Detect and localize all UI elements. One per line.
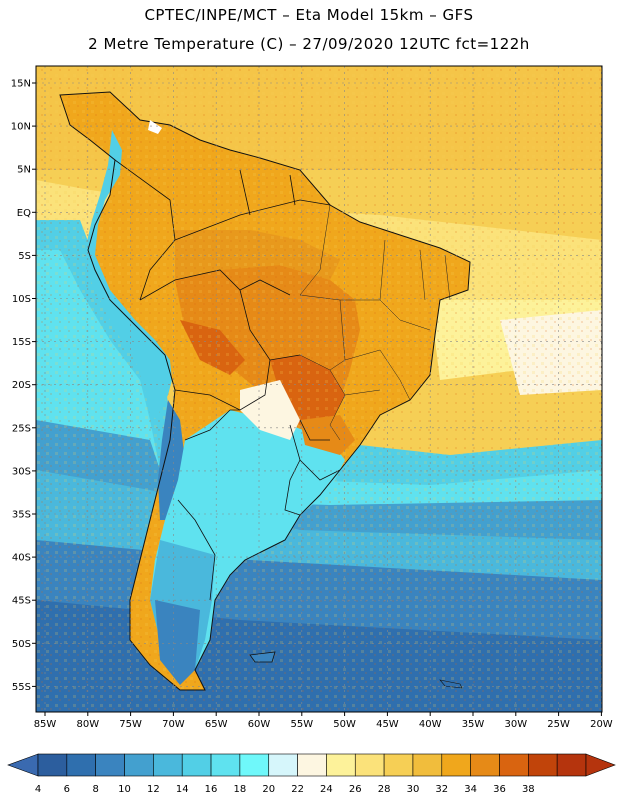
colorbar-swatch xyxy=(354,753,385,777)
colorbar-tick-label: 30 xyxy=(407,784,420,795)
colorbar-swatch xyxy=(181,753,212,777)
colorbar-tick-label: 4 xyxy=(35,784,41,795)
lat-label: 10N xyxy=(11,122,31,133)
lon-label: 70W xyxy=(162,719,185,730)
state-borders xyxy=(299,204,451,441)
colorbar-tick-label: 26 xyxy=(349,784,362,795)
lat-label: 35S xyxy=(12,510,31,521)
colorbar-tick-label: 20 xyxy=(262,784,275,795)
colorbar-swatch xyxy=(528,753,558,777)
south-georgia xyxy=(439,679,463,689)
lon-label: 40W xyxy=(419,719,442,730)
lon-label: 55W xyxy=(290,719,313,730)
lon-label: 35W xyxy=(462,719,485,730)
southern-patagonia xyxy=(155,600,200,685)
lon-label: 30W xyxy=(504,719,527,730)
lat-label: 20S xyxy=(12,380,31,391)
lon-label: 25W xyxy=(547,719,570,730)
colorbar-swatch xyxy=(66,753,96,777)
plot-frame xyxy=(35,65,603,713)
lon-label: 85W xyxy=(34,719,57,730)
country-borders xyxy=(114,159,341,601)
colorbar-swatch xyxy=(210,753,241,777)
colorbar-tick-label: 22 xyxy=(291,784,304,795)
lon-label: 80W xyxy=(76,719,99,730)
colorbar-swatch xyxy=(95,753,125,777)
colorbar-tick-label: 24 xyxy=(320,784,333,795)
parana-warm xyxy=(300,415,355,455)
colorbar-tick-label: 14 xyxy=(176,784,189,795)
colorbar-tick-label: 28 xyxy=(378,784,391,795)
lon-label: 60W xyxy=(248,719,271,730)
temperature-field xyxy=(36,66,602,712)
longitude-axis: 85W 80W 75W 70W 65W 60W 55W 50W 45W 40W 35W 30W 25W 2… xyxy=(34,712,613,730)
lat-label: 30S xyxy=(12,466,31,477)
lon-label: 20W xyxy=(590,719,613,730)
lat-label: 5S xyxy=(18,251,31,262)
lat-label: 25S xyxy=(12,423,31,434)
gridlines xyxy=(36,66,602,712)
coastline xyxy=(59,91,471,691)
colorbar-swatch xyxy=(268,753,298,777)
colorbar-swatch xyxy=(556,753,587,777)
lat-label: 40S xyxy=(12,553,31,564)
colorbar-swatch xyxy=(297,753,327,777)
lat-label: EQ xyxy=(17,208,31,219)
map-subtitle: 2 Metre Temperature (C) – 27/09/2020 12U… xyxy=(88,35,530,53)
lon-label: 75W xyxy=(119,719,142,730)
colorbar-tick-label: 12 xyxy=(147,784,160,795)
lat-label: 5N xyxy=(17,165,31,176)
colorbar-under-arrow xyxy=(7,753,39,777)
lat-label: 15N xyxy=(11,79,31,90)
lat-label: 10S xyxy=(12,294,31,305)
lon-label: 50W xyxy=(333,719,356,730)
colorbar-tick-label: 38 xyxy=(522,784,535,795)
latitude-axis: 15N 10N 5N EQ 5S 10S 15S 20S 25S 30S 35S 40S 45S 50S 5… xyxy=(11,79,36,693)
lon-label: 65W xyxy=(205,719,228,730)
lake-maracaibo xyxy=(148,120,162,134)
colorbar-tick-label: 6 xyxy=(64,784,70,795)
colorbar-swatch xyxy=(499,753,529,777)
colorbar-swatch xyxy=(412,753,443,777)
lat-label: 15S xyxy=(12,337,31,348)
falkland-islands xyxy=(249,651,276,663)
colorbar: 4 6 8 10 12 14 16 18 20 22 24 26 28 30 32 34 36 38 xyxy=(7,753,616,795)
andes-cold-strip xyxy=(85,130,172,420)
lat-label: 45S xyxy=(12,596,31,607)
colorbar-tick-label: 18 xyxy=(234,784,247,795)
lat-label: 50S xyxy=(12,639,31,650)
colorbar-tick-label: 34 xyxy=(464,784,477,795)
colorbar-swatch xyxy=(37,753,68,777)
colorbar-tick-label: 8 xyxy=(92,784,98,795)
colorbar-swatch xyxy=(441,753,471,777)
colorbar-swatch xyxy=(383,753,414,777)
colorbar-swatch xyxy=(326,753,356,777)
colorbar-swatch xyxy=(153,753,183,777)
colorbar-swatch xyxy=(239,753,270,777)
colorbar-swatch xyxy=(124,753,154,777)
chaco-pale-zone xyxy=(240,380,300,440)
colorbar-over-arrow xyxy=(585,753,616,777)
colorbar-tick-label: 36 xyxy=(493,784,506,795)
lat-label: 55S xyxy=(12,682,31,693)
colorbar-tick-label: 10 xyxy=(118,784,131,795)
colorbar-tick-label: 16 xyxy=(205,784,218,795)
map-title: CPTEC/INPE/MCT – Eta Model 15km – GFS xyxy=(144,6,474,24)
lon-label: 45W xyxy=(376,719,399,730)
colorbar-tick-label: 32 xyxy=(435,784,448,795)
colorbar-swatch xyxy=(470,753,500,777)
